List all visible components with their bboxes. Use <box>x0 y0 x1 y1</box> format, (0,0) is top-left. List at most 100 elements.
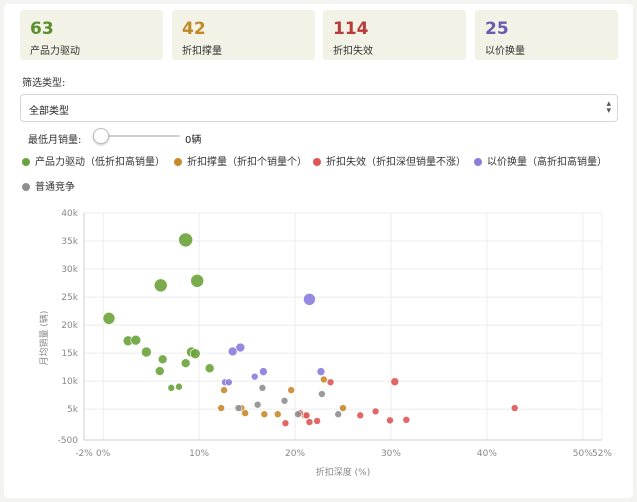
scatter-point-series-2[interactable] <box>371 407 380 416</box>
x-tick-label: -2% <box>75 449 93 459</box>
stat-label: 以价换量 <box>485 46 525 57</box>
y-axis-label: 月均销量 (辆) <box>38 311 50 366</box>
scatter-point-series-0[interactable] <box>153 278 168 293</box>
filter-type-label: 筛选类型: <box>22 78 66 89</box>
x-tick-label: 52% <box>592 449 612 459</box>
legend-item-normal[interactable]: 普通竞争 <box>22 178 75 193</box>
scatter-point-series-4[interactable] <box>234 404 243 412</box>
scatter-point-series-3[interactable] <box>250 372 259 381</box>
y-tick-label: 30k <box>61 265 78 275</box>
x-tick-label: 30% <box>381 449 401 459</box>
min-sales-value: 0辆 <box>185 135 202 146</box>
scatter-point-series-4[interactable] <box>280 396 289 405</box>
scatter-point-series-3[interactable] <box>303 293 316 306</box>
scatter-point-series-1[interactable] <box>320 375 328 384</box>
min-sales-slider-track[interactable] <box>96 135 180 137</box>
scatter-point-series-0[interactable] <box>180 358 191 369</box>
scatter-point-series-0[interactable] <box>157 354 168 365</box>
y-tick-label: -500 <box>58 436 79 446</box>
y-tick-label: 35k <box>61 237 78 247</box>
scatter-point-series-2[interactable] <box>281 419 290 427</box>
legend-dot <box>313 158 321 166</box>
scatter-point-series-2[interactable] <box>356 411 365 420</box>
scatter-point-series-1[interactable] <box>217 404 225 412</box>
scatter-point-series-0[interactable] <box>167 384 176 392</box>
stat-card-product-driven: 63 产品力驱动 <box>20 10 163 60</box>
scatter-point-series-0[interactable] <box>189 348 201 359</box>
x-tick-label: 20% <box>285 449 305 459</box>
stat-label: 折扣失效 <box>333 46 373 57</box>
scatter-point-series-1[interactable] <box>220 386 228 394</box>
scatter-point-series-0[interactable] <box>154 366 165 376</box>
select-updown-icon: ▴ ▾ <box>606 99 611 116</box>
x-axis-label: 折扣深度 (%) <box>316 466 370 478</box>
scatter-point-series-3[interactable] <box>225 378 233 387</box>
axes: -2% 0% 10% 20% 30% 40% 50% 52% -500 5k 10k 15k 20k 25… <box>58 209 613 459</box>
data-points <box>102 232 519 427</box>
scatter-point-series-2[interactable] <box>305 418 314 426</box>
scatter-point-series-2[interactable] <box>402 416 411 424</box>
min-sales-slider-thumb[interactable] <box>93 128 109 144</box>
scatter-point-series-3[interactable] <box>259 367 268 376</box>
scatter-point-series-4[interactable] <box>253 400 262 409</box>
scatter-point-series-0[interactable] <box>175 382 183 391</box>
stat-card-discount-failed: 114 折扣失效 <box>323 10 466 60</box>
scatter-point-series-3[interactable] <box>316 367 326 376</box>
legend-item-price-for-volume[interactable]: 以价换量（高折扣高销量） <box>474 153 607 168</box>
filter-type-select[interactable]: 全部类型 ▴ ▾ <box>20 94 618 122</box>
scatter-point-series-2[interactable] <box>326 378 335 387</box>
min-sales-label: 最低月销量: <box>28 135 82 146</box>
scatter-point-series-1[interactable] <box>241 409 249 417</box>
dashboard-panel <box>4 4 633 498</box>
scatter-point-series-2[interactable] <box>510 404 519 412</box>
y-tick-label: 5k <box>67 405 79 415</box>
legend-label: 以价换量（高折扣高销量） <box>487 157 607 168</box>
y-tick-label: 15k <box>61 349 78 359</box>
legend-item-discount-failed[interactable]: 折扣失效（折扣深但销量不涨） <box>313 153 466 168</box>
scatter-point-series-0[interactable] <box>204 363 215 374</box>
stat-label: 折扣撑量 <box>182 46 222 57</box>
scatter-point-series-2[interactable] <box>390 377 400 387</box>
x-tick-label: 50% <box>573 449 593 459</box>
legend-label: 产品力驱动（低折扣高销量） <box>35 157 165 168</box>
y-tick-label: 25k <box>61 293 78 303</box>
y-tick-label: 40k <box>61 209 78 219</box>
scatter-point-series-4[interactable] <box>294 410 302 419</box>
scatter-point-series-4[interactable] <box>334 410 343 419</box>
stat-value: 25 <box>485 19 509 39</box>
scatter-point-series-2[interactable] <box>313 417 321 425</box>
scatter-point-series-0[interactable] <box>190 274 204 288</box>
scatter-point-series-0[interactable] <box>130 334 142 346</box>
x-tick-label: 0% <box>96 449 111 459</box>
legend-label: 折扣失效（折扣深但销量不涨） <box>326 157 466 168</box>
stat-card-discount-support: 42 折扣撑量 <box>172 10 315 60</box>
scatter-point-series-2[interactable] <box>386 416 394 425</box>
scatter-point-series-3[interactable] <box>227 346 238 357</box>
scatter-point-series-0[interactable] <box>102 312 116 325</box>
scatter-point-series-0[interactable] <box>178 232 193 248</box>
stat-value: 114 <box>333 19 369 39</box>
scatter-point-series-1[interactable] <box>339 404 347 412</box>
legend-item-product-driven[interactable]: 产品力驱动（低折扣高销量） <box>22 153 165 168</box>
scatter-point-series-1[interactable] <box>273 410 282 419</box>
y-tick-label: 10k <box>61 377 78 387</box>
stat-label: 产品力驱动 <box>30 46 80 57</box>
scatter-point-series-1[interactable] <box>287 386 296 394</box>
legend-dot <box>174 158 182 166</box>
scatter-point-series-1[interactable] <box>260 410 269 419</box>
scatter-point-series-4[interactable] <box>258 384 267 392</box>
stat-card-price-for-volume: 25 以价换量 <box>475 10 618 60</box>
legend-item-discount-support[interactable]: 折扣撑量（折扣个销量个） <box>174 153 307 168</box>
x-tick-label: 40% <box>477 449 497 459</box>
filter-type-value: 全部类型 <box>29 106 69 117</box>
stat-value: 63 <box>30 19 54 39</box>
scatter-point-series-4[interactable] <box>318 390 326 398</box>
y-tick-label: 20k <box>61 321 78 331</box>
scatter-point-series-0[interactable] <box>141 346 152 358</box>
stat-value: 42 <box>182 19 206 39</box>
scatter-point-series-2[interactable] <box>302 411 311 420</box>
x-tick-label: 10% <box>189 449 209 459</box>
legend-label: 普通竞争 <box>35 182 75 193</box>
stats-row: 63 产品力驱动 42 折扣撑量 114 折扣失效 25 以价换量 <box>20 10 618 60</box>
scatter-point-series-3[interactable] <box>235 342 246 353</box>
